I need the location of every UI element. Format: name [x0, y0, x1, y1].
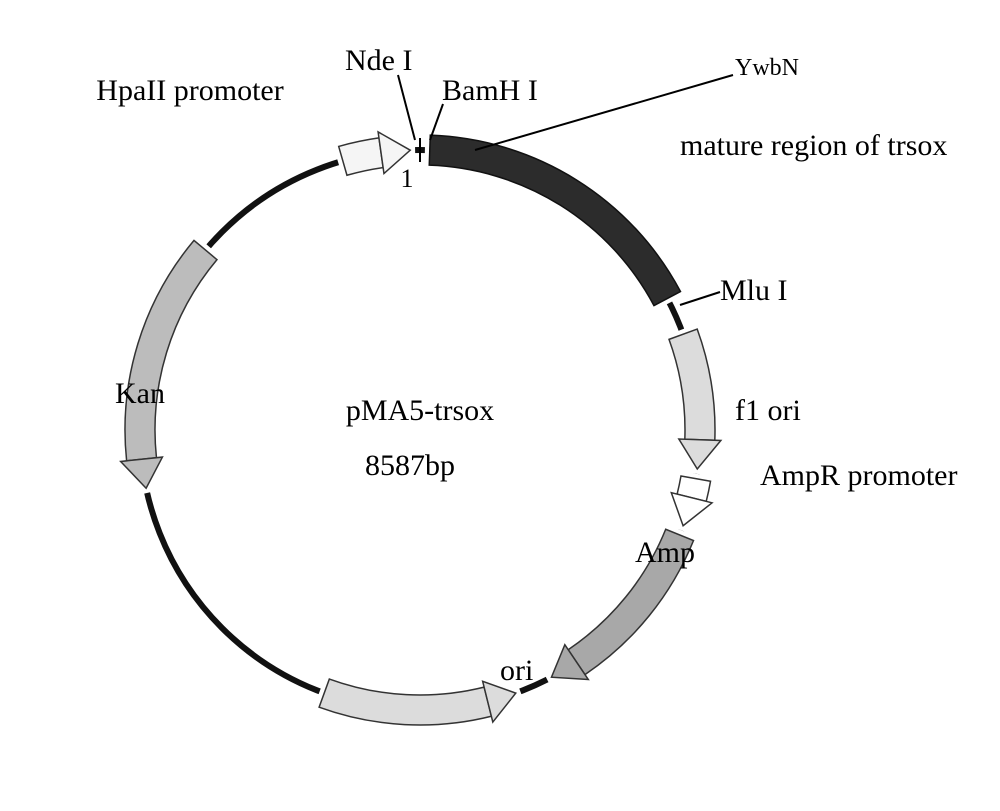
- feature-label-ori: ori: [500, 654, 533, 687]
- feature-f1ori: f1 ori: [666, 324, 801, 477]
- feature-hpaII: HpaII promoter: [96, 74, 415, 178]
- feature-label-ampRprom: AmpR promoter: [760, 459, 957, 492]
- site-label-mluI: Mlu I: [720, 274, 788, 307]
- plasmid-map: HpaII promoter mature region of trsox f1 o…: [0, 0, 1000, 811]
- feature-amp: Amp: [539, 524, 697, 694]
- feature-kan: Kan: [115, 235, 222, 497]
- site-label-ndeI: Nde I: [345, 44, 412, 77]
- feature-label-trsox: mature region of trsox: [680, 129, 947, 162]
- site-label-bamhI: BamH I: [442, 74, 538, 107]
- feature-label-f1ori: f1 ori: [735, 394, 801, 427]
- site-label-ywbn: YwbN: [735, 55, 799, 81]
- origin-mark: 1: [401, 164, 414, 193]
- feature-ori: ori: [314, 654, 534, 727]
- site-bamhI: BamH I: [430, 74, 538, 140]
- feature-label-kan: Kan: [115, 377, 165, 410]
- feature-label-amp: Amp: [635, 536, 695, 569]
- feature-label-hpaII: HpaII promoter: [96, 74, 283, 107]
- site-ndeI: Nde I: [345, 44, 415, 140]
- feature-trsox: mature region of trsox: [425, 129, 948, 311]
- plasmid-name: pMA5-trsox: [346, 394, 494, 427]
- site-mluI: Mlu I: [680, 274, 788, 307]
- plasmid-size: 8587bp: [365, 449, 455, 482]
